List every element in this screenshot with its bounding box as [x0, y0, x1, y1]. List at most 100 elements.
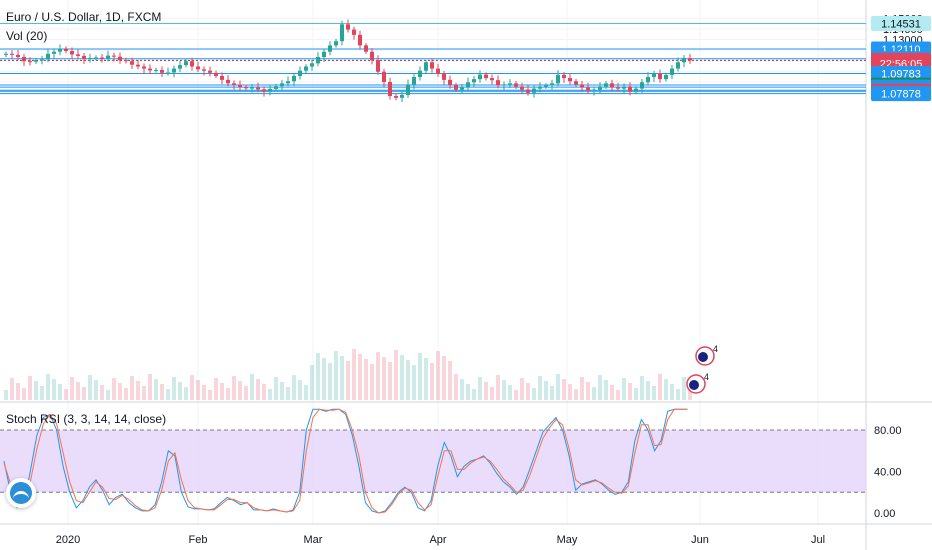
candle-body: [370, 51, 374, 61]
volume-bar: [64, 389, 68, 400]
volume-bar: [184, 387, 188, 400]
candle-body: [634, 88, 638, 92]
volume-bar: [502, 380, 506, 400]
candle-body: [562, 74, 566, 79]
price-label-text: 1.07878: [881, 89, 921, 101]
price-label-text: 1.14531: [881, 18, 921, 30]
candle-body: [352, 29, 356, 35]
candle-body: [286, 81, 290, 84]
candle-body: [334, 41, 338, 46]
x-tick-label: Jun: [691, 534, 709, 546]
volume-bar: [538, 376, 542, 400]
stoch-y-tick-label: 80.00: [874, 425, 902, 437]
x-tick-label: Feb: [189, 534, 208, 546]
volume-bar: [106, 390, 110, 400]
candle-body: [418, 70, 422, 78]
volume-bar: [352, 349, 356, 400]
volume-bar: [232, 376, 236, 400]
candle-body: [82, 55, 86, 60]
volume-bar: [310, 365, 314, 400]
candle-body: [676, 62, 680, 69]
volume-bar: [268, 389, 272, 400]
candle-body: [484, 74, 488, 79]
volume-bar: [484, 382, 488, 400]
candle-body: [466, 82, 470, 88]
candle-body: [616, 87, 620, 89]
volume-bar: [142, 386, 146, 400]
candle-body: [340, 24, 344, 42]
volume-bar: [454, 374, 458, 400]
candle-body: [628, 86, 632, 92]
candle-body: [184, 61, 188, 66]
candle-body: [622, 86, 626, 89]
price-label-text: 1.09783: [881, 69, 921, 81]
candle-body: [610, 83, 614, 88]
candle-body: [592, 89, 596, 91]
volume-bar: [460, 379, 464, 400]
event-count: 4: [713, 344, 718, 354]
volume-bar: [562, 379, 566, 400]
x-tick-label: 2020: [56, 534, 80, 546]
candle-body: [670, 68, 674, 75]
volume-bar: [520, 378, 524, 400]
volume-bar: [178, 382, 182, 400]
candle-body: [298, 70, 302, 76]
volume-bar: [286, 387, 290, 400]
volume-bar: [292, 375, 296, 400]
volume-bar: [400, 355, 404, 400]
candle-body: [274, 86, 278, 89]
volume-bar: [616, 390, 620, 400]
stoch-panel: [0, 408, 866, 514]
volume-bar: [34, 381, 38, 400]
candle-body: [100, 57, 104, 59]
candle-body: [514, 83, 518, 87]
volume-bar: [22, 388, 26, 400]
volume-bar: [442, 356, 446, 400]
volume-bar: [394, 350, 398, 400]
candle-body: [604, 83, 608, 87]
volume-bar: [382, 357, 386, 400]
volume-bar: [670, 384, 674, 400]
candle-body: [142, 66, 146, 69]
volume-bar: [154, 379, 158, 400]
candle-body: [520, 86, 524, 90]
candle-body: [502, 84, 506, 86]
candle-body: [28, 61, 32, 63]
candle-body: [442, 73, 446, 80]
volume-bar: [364, 359, 368, 400]
candle-body: [88, 58, 92, 60]
candle-body: [232, 83, 236, 85]
event-marker-bottom[interactable]: 4: [686, 372, 709, 394]
x-tick-label: Jul: [811, 534, 825, 546]
volume-bar: [424, 358, 428, 400]
price-level-lines: [0, 22, 866, 95]
candle-body: [328, 45, 332, 52]
candle-body: [364, 45, 368, 52]
volume-bar: [280, 382, 284, 400]
candle-body: [478, 74, 482, 80]
volume-bar: [412, 365, 416, 400]
candle-body: [10, 53, 14, 55]
candle-body: [58, 48, 62, 52]
tradingview-logo-icon[interactable]: [6, 478, 36, 508]
volume-bar: [598, 375, 602, 400]
volume-bar: [166, 389, 170, 400]
volume-bar: [664, 379, 668, 400]
volume-bar: [262, 384, 266, 400]
candle-body: [304, 66, 308, 71]
candle-body: [358, 34, 362, 46]
volume-bar: [226, 388, 230, 400]
candle-body: [472, 79, 476, 83]
stoch-line-k: [3, 408, 688, 514]
event-markers[interactable]: 44: [686, 344, 718, 394]
candle-body: [586, 87, 590, 91]
candle-body: [322, 51, 326, 57]
event-marker-top[interactable]: 4: [695, 344, 718, 366]
candle-body: [640, 82, 644, 89]
volume-bar: [436, 351, 440, 400]
candle-body: [496, 80, 500, 86]
volume-bar: [346, 361, 350, 400]
volume-bar: [544, 381, 548, 400]
volume-bar: [82, 387, 86, 400]
